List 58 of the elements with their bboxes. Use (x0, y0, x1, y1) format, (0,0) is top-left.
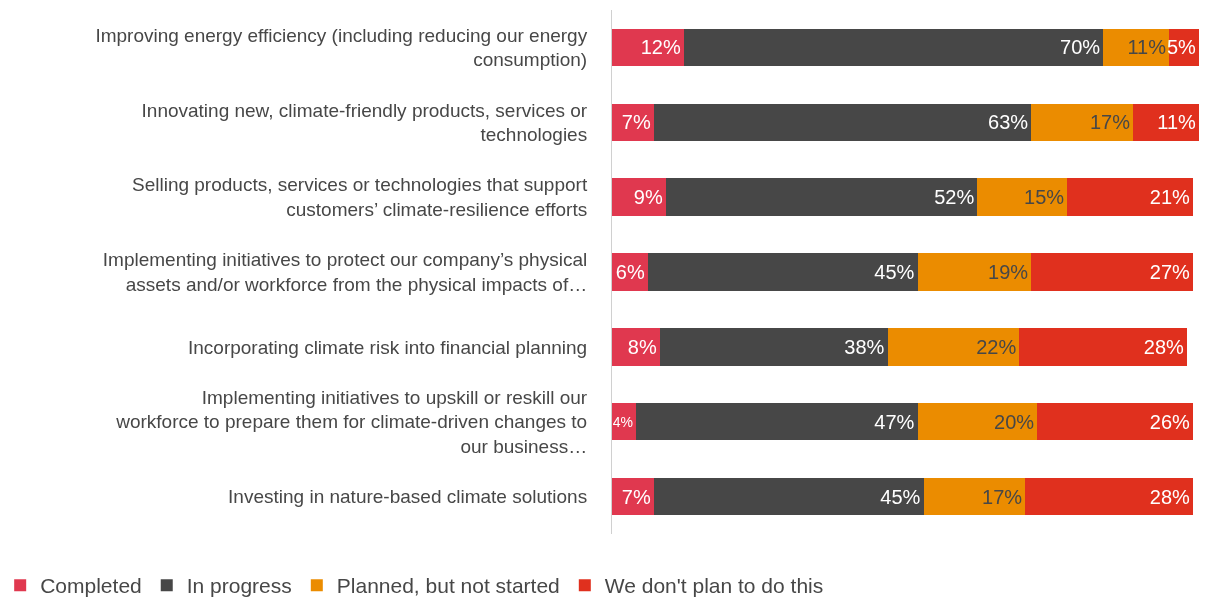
data-label: 6% (615, 261, 645, 283)
data-label: 7% (621, 111, 651, 134)
bar (1067, 178, 1194, 216)
data-label: 70% (1060, 36, 1101, 59)
bar (659, 328, 888, 366)
bar (665, 178, 978, 216)
legend-label: Completed (40, 574, 142, 598)
bar (887, 328, 1020, 366)
y-tick-label: Selling products, services or technologies that support customers’ climate-resilience efforts (132, 174, 588, 221)
bar (1025, 477, 1194, 516)
data-label: 8% (627, 335, 657, 358)
data-label: 11% (1157, 111, 1197, 134)
legend-label: Planned, but not started (336, 574, 560, 598)
y-tick-label: Incorporating climate risk into financial planning (187, 336, 588, 358)
data-label: 28% (1149, 485, 1191, 508)
data-label: 5% (1166, 36, 1197, 59)
bar (1037, 403, 1194, 441)
data-label: 7% (621, 485, 651, 508)
data-label: 12% (640, 36, 681, 59)
data-label: 20% (994, 410, 1035, 433)
bar (683, 28, 1104, 67)
legend-label: We don't plan to do this (604, 574, 824, 598)
bar (647, 253, 918, 291)
data-label: 63% (988, 111, 1029, 134)
data-label: 28% (1143, 335, 1185, 358)
y-tick-label: Improving energy efficiency (including reducing our energy consumption) (95, 24, 588, 71)
y-tick-label: Innovating new, climate-friendly products, services or technologies (141, 99, 588, 146)
data-label: 21% (1149, 186, 1191, 209)
data-label: 17% (982, 485, 1023, 508)
data-label: 11% (1127, 36, 1167, 59)
bar (612, 178, 666, 216)
bar (1019, 328, 1188, 366)
data-label: 22% (976, 335, 1017, 358)
bar (653, 477, 924, 516)
bar (923, 477, 1026, 516)
data-label: 15% (1024, 186, 1065, 209)
bar (977, 178, 1068, 216)
bar (917, 403, 1038, 441)
y-tick-label: Implementing initiatives to protect our company’s physical assets and/or workforce from the physical impacts of… (102, 249, 588, 295)
bar (1031, 253, 1194, 291)
data-label: 47% (874, 410, 915, 433)
y-tick-label: Investing in nature-based climate solutions (228, 486, 588, 508)
data-label: 38% (844, 335, 885, 358)
data-label: 19% (988, 261, 1029, 283)
data-label: 26% (1149, 410, 1191, 433)
data-label: 52% (934, 186, 975, 209)
bar (917, 253, 1032, 291)
y-tick-label: Implementing initiatives to upskill or reskill our workforce to prepare them for climate-driven changes to our business… (115, 386, 588, 458)
data-label: 45% (874, 261, 915, 283)
data-label: 9% (633, 186, 663, 209)
bar (1031, 103, 1134, 141)
legend-label: In progress (186, 574, 292, 598)
data-label: 27% (1149, 261, 1191, 283)
bar (635, 403, 918, 441)
data-label: 45% (880, 485, 921, 508)
bar (653, 103, 1032, 141)
data-label: 17% (1089, 111, 1131, 134)
data-label: 4% (612, 413, 633, 430)
